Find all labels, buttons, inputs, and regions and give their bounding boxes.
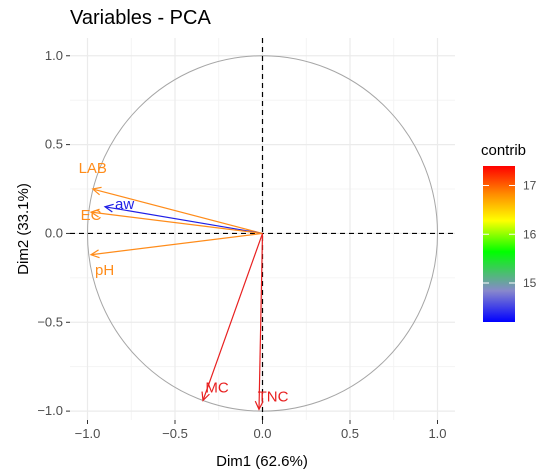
variable-label-ph: pH — [95, 262, 114, 279]
y-tick-label: −1.0 — [37, 403, 63, 418]
x-axis-title: Dim1 (62.6%) — [216, 453, 308, 470]
variable-arrow-ph — [89, 232, 263, 259]
legend: contrib 15 16 17 — [481, 142, 537, 322]
x-tick-label: 1.0 — [428, 426, 446, 441]
legend-title: contrib — [481, 142, 526, 159]
chart-title: Variables - PCA — [70, 7, 211, 29]
x-tick-label: −1.0 — [75, 426, 101, 441]
y-tick-label: 0.0 — [45, 225, 63, 240]
variable-arrow-lab — [91, 186, 263, 235]
variable-label-ec: EC — [81, 207, 102, 224]
x-tick-label: 0.0 — [253, 426, 271, 441]
legend-tick-label: 16 — [523, 227, 537, 241]
variable-arrow-aw — [103, 203, 263, 235]
variable-arrow-mc — [201, 233, 264, 402]
legend-colorbar — [483, 166, 515, 322]
y-tick-label: −0.5 — [37, 314, 63, 329]
y-axis-title: Dim2 (33.1%) — [15, 183, 32, 275]
variable-label-aw: aw — [115, 196, 134, 213]
x-tick-label: 0.5 — [341, 426, 359, 441]
legend-ticks: 15 16 17 — [483, 179, 537, 290]
y-tick-label: 0.5 — [45, 137, 63, 152]
variable-label-tnc: TNC — [258, 388, 289, 405]
legend-tick-label: 15 — [523, 276, 537, 290]
y-axis-ticks: −1.0 −0.5 0.0 0.5 1.0 — [37, 48, 70, 418]
variable-arrow-ec — [89, 208, 263, 235]
variable-arrow-tnc — [254, 233, 264, 411]
y-tick-label: 1.0 — [45, 48, 63, 63]
x-axis-ticks: −1.0 −0.5 0.0 0.5 1.0 — [75, 420, 447, 441]
x-tick-label: −0.5 — [162, 426, 188, 441]
variable-labels: LAB aw EC pH MC TNC — [79, 160, 289, 405]
variable-label-mc: MC — [205, 379, 228, 396]
variable-label-lab: LAB — [79, 160, 107, 177]
legend-tick-label: 17 — [523, 179, 537, 193]
variable-arrows — [89, 186, 264, 411]
